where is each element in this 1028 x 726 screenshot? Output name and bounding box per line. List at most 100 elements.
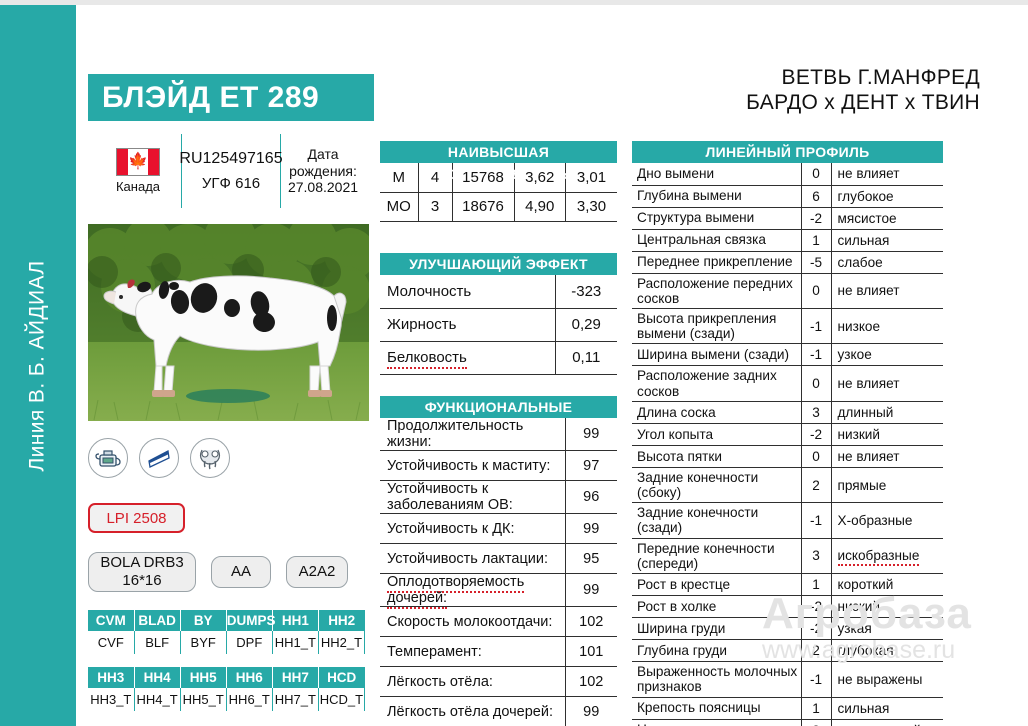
linear-profile-value: 3	[801, 401, 832, 424]
linear-profile-value: -1	[801, 502, 832, 539]
improving-effect-label-cell: Жирность	[380, 308, 556, 342]
linear-profile-value: 0	[801, 163, 832, 186]
genotype-pill-row: BOLA DRB3 16*16 AA A2A2	[88, 552, 348, 592]
haplotype-value-cell: HH7_T	[272, 688, 319, 711]
productivity-cell: 3,30	[565, 192, 617, 222]
linear-profile-row: Структура вымени -2 мясистое	[632, 207, 943, 230]
haplotype-header-cell: HH5	[180, 667, 227, 688]
linear-profile-value: 0	[801, 273, 832, 309]
haplotype-header-cell: HH3	[88, 667, 135, 688]
linear-profile-value: -1	[801, 308, 832, 345]
linear-profile-description: приподнятый	[838, 723, 922, 726]
birthdate-label-2: рождения:	[289, 162, 357, 179]
haplotype-header-cell: BY	[180, 610, 227, 631]
linear-profile-description: сильная	[837, 232, 890, 248]
improving-effect-label-cell: Белковость	[380, 341, 556, 375]
haplotype-header-cell: HH1	[272, 610, 319, 631]
functional-indicator-label: Устойчивость к маститу:	[387, 457, 551, 474]
bull-name-banner: БЛЭЙД ЕТ 289	[88, 74, 374, 121]
identification-cell: RU125497165 УГФ 616	[179, 134, 283, 208]
improving-effect-table: УЛУЧШАЮЩИЙ ЭФФЕКТ Молочность -323 Жирность…	[380, 253, 617, 375]
haplotype-value-cell: HCD_T	[318, 688, 366, 711]
canada-flag-icon: 🍁	[116, 148, 160, 176]
haplotype-header-cell: DUMPS	[226, 610, 276, 631]
linear-profile-description: прямые	[837, 477, 887, 493]
haplotype-value-row-1: CVF BLF BYF DPF HH1_T HH2_T	[88, 631, 366, 654]
functional-indicator-label-cell: Скорость молокоотдачи:	[380, 606, 566, 637]
linear-profile-description: не выражены	[837, 671, 923, 687]
productivity-cell: 15768	[452, 163, 515, 193]
branch-block: ВЕТВЬ Г.МАНФРЕД БАРДО х ДЕНТ х ТВИН	[620, 66, 980, 116]
linear-profile-description: узкое	[837, 347, 872, 363]
linear-profile-value: -2	[801, 617, 832, 641]
haplotype-value-row-2: HH3_T HH4_T HH5_T HH6_T HH7_T HCD_T	[88, 688, 366, 711]
linear-profile-description-cell: низкое	[831, 308, 943, 345]
functional-indicator-value: 102	[565, 606, 617, 637]
linear-profile-value: -1	[801, 343, 832, 367]
linear-profile-description: искобразные	[837, 548, 920, 567]
improving-effect-value: 0,29	[555, 308, 617, 342]
functional-indicator-row: Лёгкость отёла дочерей: 99	[380, 696, 617, 726]
haplotype-header-cell: HH7	[272, 667, 319, 688]
functional-indicator-value: 99	[565, 418, 617, 451]
linear-profile-trait: Высота прикрепления вымени (сзади)	[632, 308, 802, 345]
productivity-row: МО 3 18676 4,90 3,30	[380, 192, 617, 222]
functional-indicator-row: Устойчивость лактации: 95	[380, 543, 617, 574]
sidebar-line-rail: Линия В. Б. АЙДИАЛ	[0, 5, 76, 726]
functional-indicator-value: 99	[565, 573, 617, 607]
haplotype-header-cell: CVM	[88, 610, 135, 631]
linear-profile-trait: Наклон таза	[632, 719, 802, 726]
linear-profile-trait: Выраженность молочных признаков	[632, 661, 802, 698]
linear-profile-row: Крепость поясницы 1 сильная	[632, 697, 943, 720]
linear-profile-value: 3	[801, 719, 832, 726]
linear-profile-row: Угол копыта -2 низкий	[632, 423, 943, 446]
linear-profile-value: 1	[801, 573, 832, 597]
haplotype-header-cell: HH2	[318, 610, 365, 631]
linear-profile-row: Рост в холке -2 низкий	[632, 595, 943, 619]
functional-indicator-label-cell: Темперамент:	[380, 636, 566, 667]
functional-indicator-label-cell: Устойчивость лактации:	[380, 543, 566, 574]
trait-icon-row	[88, 438, 230, 478]
haplotype-header-cell: HH4	[134, 667, 181, 688]
linear-profile-description-cell: длинный	[831, 401, 943, 424]
linear-profile-description: короткий	[837, 577, 894, 593]
birthdate-value: 27.08.2021	[287, 179, 359, 196]
linear-profile-description-cell: прямые	[831, 467, 943, 504]
productivity-row: М 4 15768 3,62 3,01	[380, 163, 617, 193]
linear-profile-trait: Высота пятки	[632, 445, 802, 468]
linear-profile-value: 2	[801, 639, 832, 663]
linear-profile-description: не влияет	[837, 376, 900, 392]
linear-profile-description: сильная	[837, 700, 890, 716]
functional-indicator-row: Скорость молокоотдачи: 102	[380, 606, 617, 637]
functional-indicator-row: Оплодотворяемость дочерей: 99	[380, 573, 617, 609]
linear-profile-trait: Рост в крестце	[632, 573, 802, 597]
linear-profile-row: Переднее прикрепление -5 слабое	[632, 251, 943, 274]
linear-profile-row: Ширина вымени (сзади) -1 узкое	[632, 343, 943, 367]
haplotype-table-1: CVM BLAD BY DUMPS HH1 HH2 CVF BLF BYF DPF HH1_T HH…	[88, 610, 366, 654]
haplotype-header-row-2: HH3 HH4 HH5 HH6 HH7 HCD	[88, 667, 365, 688]
linear-profile-description-cell: мясистое	[831, 207, 943, 230]
functional-indicator-label-cell: Лёгкость отёла дочерей:	[380, 696, 566, 726]
productivity-cell: 3,62	[514, 163, 566, 193]
linear-profile-value: 2	[801, 467, 832, 504]
linear-profile-row: Передние конечности (спереди) 3 искобразны…	[632, 538, 943, 575]
functional-indicators-title: ФУНКЦИОНАЛЬНЫЕ ПОКАЗАТЕЛИ	[380, 396, 617, 437]
pill-bola-text: BOLA DRB3 16*16	[100, 554, 183, 589]
linear-profile-description-cell: глубокая	[831, 639, 943, 663]
functional-indicator-label: Лёгкость отёла дочерей:	[387, 703, 553, 720]
productivity-cell: 4,90	[514, 192, 566, 222]
improving-effect-label-cell: Молочность	[380, 275, 556, 309]
birthdate-label-1: Дата	[307, 145, 339, 162]
improving-effect-label: Белковость	[387, 349, 467, 369]
linear-profile-trait: Ширина вымени (сзади)	[632, 343, 802, 367]
pill-beta-casein: AA	[211, 556, 271, 588]
productivity-cell: 3	[418, 192, 453, 222]
improving-effect-row: Белковость 0,11	[380, 341, 617, 375]
pill-kappa-casein: A2A2	[286, 556, 348, 588]
linear-profile-row: Глубина вымени 6 глубокое	[632, 185, 943, 208]
linear-profile-trait: Ширина груди	[632, 617, 802, 641]
linear-profile-description: длинный	[837, 404, 894, 420]
haplotype-value-cell: HH5_T	[180, 688, 227, 711]
linear-profile-trait: Передние конечности (спереди)	[632, 538, 802, 575]
pill-bola-line1: BOLA DRB3	[100, 554, 184, 572]
